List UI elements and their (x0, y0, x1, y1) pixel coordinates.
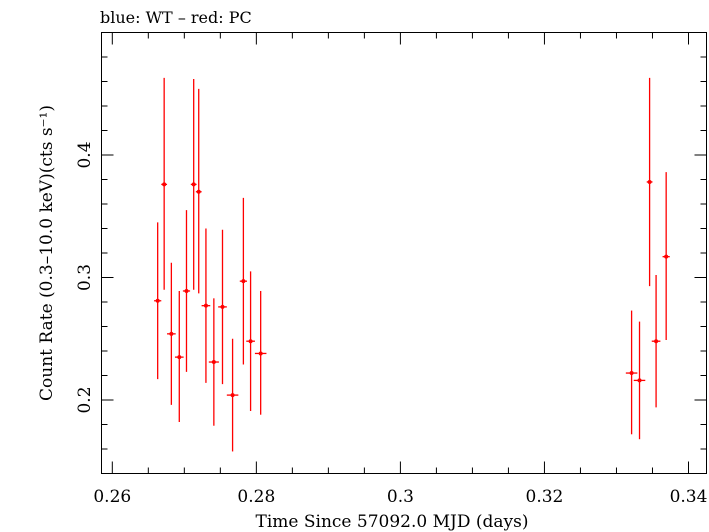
data-marker (191, 182, 196, 187)
data-point (625, 310, 638, 435)
data-point (195, 88, 202, 294)
data-point (246, 271, 255, 412)
data-marker (637, 378, 642, 383)
x-tick-label: 0.28 (237, 487, 275, 507)
plot-frame (101, 32, 707, 474)
y-axis-label: Count Rate (0.3–10.0 keV)(cts s⁻¹) (37, 105, 57, 401)
data-marker (241, 279, 246, 284)
y-axis-ticks (101, 32, 707, 450)
data-marker (203, 303, 208, 308)
data-marker (162, 182, 167, 187)
data-point (226, 338, 239, 452)
data-point (190, 79, 197, 290)
data-point (646, 77, 653, 287)
data-point (161, 77, 168, 290)
x-axis-tick-labels: 0.26 0.28 0.3 0.32 0.34 (93, 487, 707, 507)
data-point (208, 298, 219, 426)
data-point (201, 228, 211, 383)
data-point (154, 222, 162, 380)
data-point (633, 321, 646, 440)
data-marker (654, 339, 659, 344)
data-point (182, 210, 191, 372)
data-marker (258, 351, 263, 356)
x-tick-label: 0.34 (670, 487, 708, 507)
chart-title: blue: WT – red: PC (100, 8, 252, 27)
data-marker (196, 189, 201, 194)
data-point (662, 172, 670, 340)
data-point (218, 229, 227, 385)
data-marker (211, 360, 216, 365)
data-marker (664, 254, 669, 259)
x-axis-label: Time Since 57092.0 MJD (days) (256, 512, 529, 532)
data-point (239, 197, 247, 365)
data-marker (155, 298, 160, 303)
data-marker (184, 288, 189, 293)
y-tick-label: 0.2 (75, 386, 95, 413)
data-marker (169, 331, 174, 336)
x-tick-label: 0.26 (93, 487, 131, 507)
y-tick-label: 0.3 (75, 264, 95, 291)
y-axis-tick-labels: 0.2 0.3 0.4 (75, 141, 95, 413)
x-axis-ticks (111, 32, 689, 474)
data-points (154, 77, 670, 452)
data-point (167, 262, 176, 405)
data-marker (248, 339, 253, 344)
data-marker (220, 304, 225, 309)
x-tick-label: 0.3 (387, 487, 414, 507)
x-tick-label: 0.32 (526, 487, 564, 507)
data-point (254, 290, 267, 415)
y-tick-label: 0.4 (75, 141, 95, 168)
data-point (651, 275, 661, 408)
data-point (174, 290, 184, 423)
data-marker (230, 393, 235, 398)
data-marker (177, 355, 182, 360)
data-marker (647, 179, 652, 184)
data-marker (629, 371, 634, 376)
